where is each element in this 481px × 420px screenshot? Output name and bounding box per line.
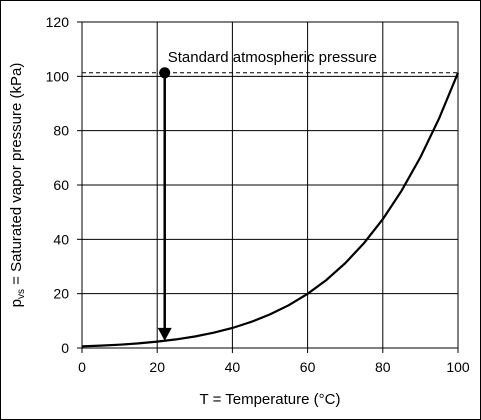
y-tick-label: 0 <box>61 340 69 356</box>
arrow-head <box>157 327 172 341</box>
y-tick-label: 60 <box>53 177 69 193</box>
y-tick-label: 80 <box>53 123 69 139</box>
series-line <box>81 72 460 348</box>
atmospheric-point-marker <box>159 67 171 79</box>
y-axis-ticks: 0 20 40 60 80 100 120 <box>46 14 82 356</box>
y-axis-label-text: = Saturated vapor pressure (kPa) <box>8 63 25 289</box>
x-tick-label: 60 <box>300 359 316 375</box>
y-tick-label: 120 <box>46 14 70 30</box>
x-tick-label: 40 <box>225 359 241 375</box>
y-tick-label: 20 <box>53 286 69 302</box>
grid <box>82 22 458 348</box>
x-tick-label: 20 <box>149 359 165 375</box>
y-axis-label: pvs = Saturated vapor pressure (kPa) <box>8 63 27 308</box>
x-tick-label: 0 <box>78 359 86 375</box>
y-tick-label: 40 <box>53 231 69 247</box>
y-axis-label-subscript: vs <box>16 289 27 299</box>
annotation-label: Standard atmospheric pressure <box>168 49 377 66</box>
y-axis-label-symbol: p <box>8 299 25 307</box>
x-tick-label: 100 <box>446 359 470 375</box>
x-axis-ticks: 0 20 40 60 80 100 <box>78 348 470 375</box>
y-tick-label: 100 <box>46 68 70 84</box>
x-axis-label: T = Temperature (°C) <box>200 391 341 408</box>
x-tick-label: 80 <box>375 359 391 375</box>
